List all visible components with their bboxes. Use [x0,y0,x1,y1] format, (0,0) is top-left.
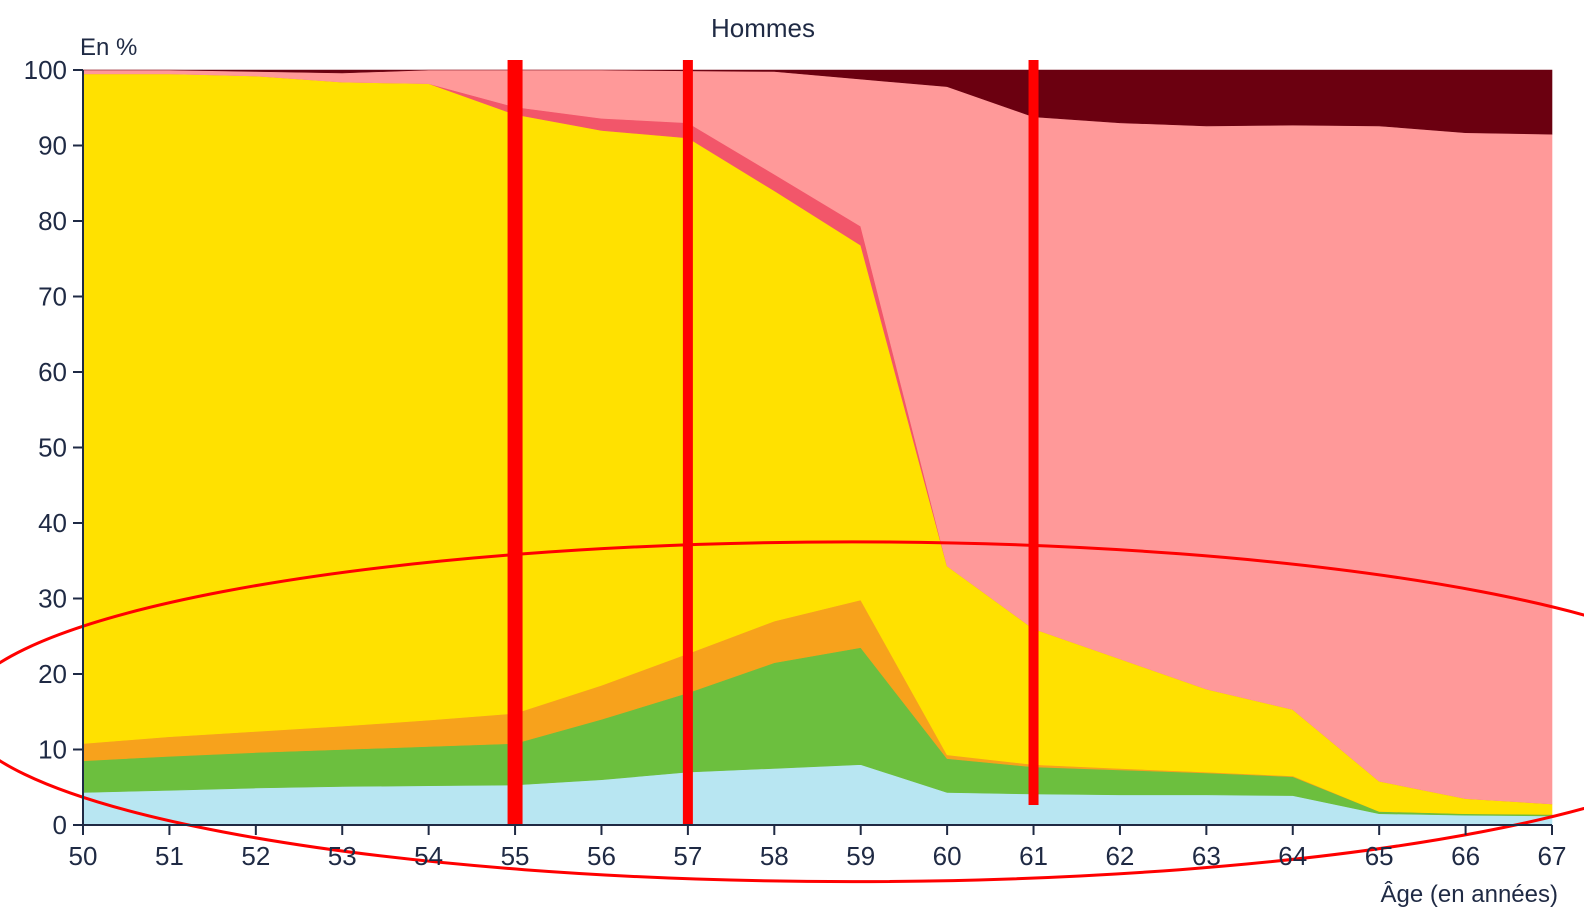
x-tick-label: 67 [1538,841,1567,871]
y-tick-label: 70 [38,282,67,312]
y-tick-label: 40 [38,508,67,538]
x-tick-label: 50 [69,841,98,871]
x-tick-label: 51 [155,841,184,871]
x-tick-label: 66 [1451,841,1480,871]
y-tick-label: 0 [53,810,67,840]
x-tick-label: 60 [933,841,962,871]
annotation-group [0,60,1584,884]
x-tick-label: 63 [1192,841,1221,871]
x-tick-label: 56 [587,841,616,871]
x-tick-label: 61 [1019,841,1048,871]
annotation-ellipse [0,540,1584,884]
x-tick-label: 57 [673,841,702,871]
y-tick-label: 30 [38,584,67,614]
chart-title: Hommes [711,13,815,43]
x-tick-label: 62 [1105,841,1134,871]
y-tick-label: 80 [38,206,67,236]
y-axis-title: En % [80,34,137,61]
y-tick-label: 60 [38,357,67,387]
y-tick-label: 100 [24,55,67,85]
x-tick-label: 59 [846,841,875,871]
x-tick-label: 54 [414,841,443,871]
y-tick-label: 10 [38,735,67,765]
x-tick-label: 55 [501,841,530,871]
area-series-group [82,69,1553,826]
x-tick-label: 64 [1278,841,1307,871]
x-tick-label: 52 [241,841,270,871]
x-axis-title: Âge (en années) [1381,881,1558,908]
x-tick-label: 65 [1365,841,1394,871]
y-tick-label: 90 [38,131,67,161]
area-series-7 [83,69,1553,135]
y-tick-label: 20 [38,659,67,689]
x-tick-label: 58 [760,841,789,871]
x-tick-label: 53 [328,841,357,871]
axes-group: 0 10 20 30 40 50 60 70 80 90 100 50 51 52 53 54 55 56 57 58… [24,55,1567,871]
y-tick-label: 50 [38,433,67,463]
